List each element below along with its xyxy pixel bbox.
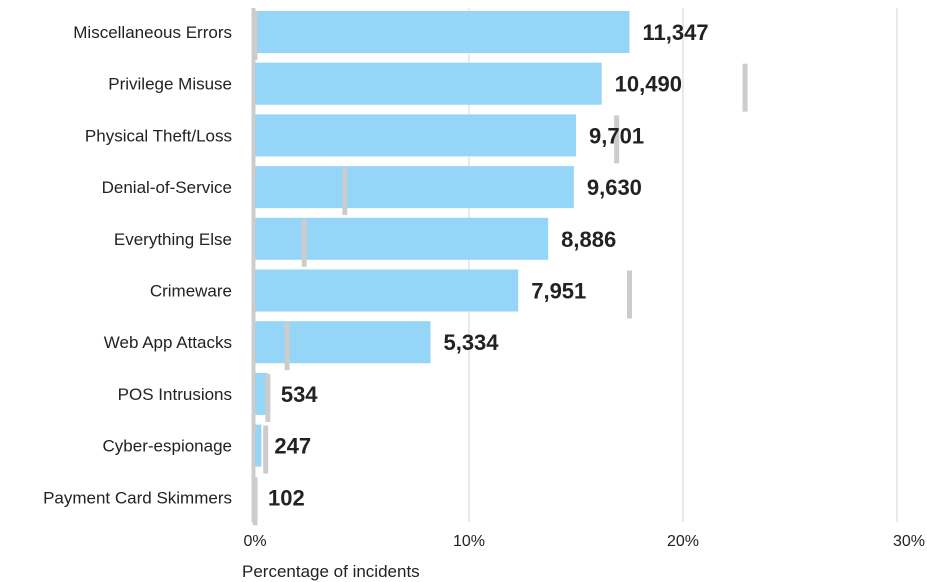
category-label: Payment Card Skimmers xyxy=(43,488,232,507)
marker-tick xyxy=(265,373,271,422)
category-label: Physical Theft/Loss xyxy=(85,126,232,145)
category-label: POS Intrusions xyxy=(118,385,232,404)
marker-tick xyxy=(742,63,748,112)
bar xyxy=(255,62,602,105)
x-tick-labels: 0% 10% 20% 30% xyxy=(243,533,925,550)
value-label: 247 xyxy=(274,434,311,459)
marker-ticks xyxy=(251,8,748,526)
x-tick-label: 20% xyxy=(667,533,699,550)
value-label: 534 xyxy=(281,382,318,407)
value-label: 9,701 xyxy=(589,123,644,148)
zero-baseline xyxy=(251,8,256,522)
value-label: 102 xyxy=(268,485,305,510)
bar xyxy=(255,217,549,260)
bar xyxy=(255,114,576,157)
value-label: 8,886 xyxy=(561,227,616,252)
value-labels: 11,347 10,490 9,701 9,630 8,886 7,951 5,334 534… xyxy=(268,20,709,510)
bar xyxy=(255,321,431,364)
bar xyxy=(255,11,630,53)
category-labels: Miscellaneous Errors Privilege Misuse Phys… xyxy=(43,23,232,507)
bars xyxy=(255,11,630,467)
value-label: 5,334 xyxy=(443,330,499,355)
category-label: Cyber-espionage xyxy=(103,437,232,456)
marker-tick xyxy=(301,218,307,267)
bar xyxy=(255,269,519,312)
category-label: Denial-of-Service xyxy=(102,178,232,197)
x-tick-label: 0% xyxy=(243,533,266,550)
category-label: Everything Else xyxy=(114,230,232,249)
bar xyxy=(255,372,268,415)
bar xyxy=(255,424,262,467)
value-label: 11,347 xyxy=(643,20,709,45)
marker-tick xyxy=(284,322,290,371)
value-label: 7,951 xyxy=(531,279,586,304)
marker-tick xyxy=(627,270,632,319)
category-label: Web App Attacks xyxy=(104,333,232,352)
marker-tick xyxy=(263,425,269,474)
value-label: 9,630 xyxy=(587,175,642,200)
category-label: Privilege Misuse xyxy=(108,75,232,94)
marker-tick xyxy=(614,115,620,164)
x-axis-title: Percentage of incidents xyxy=(242,562,420,581)
bar xyxy=(255,166,574,209)
category-label: Miscellaneous Errors xyxy=(73,23,232,42)
x-tick-label: 10% xyxy=(453,533,485,550)
x-tick-label: 30% xyxy=(893,533,925,550)
marker-tick xyxy=(342,167,348,216)
value-label: 10,490 xyxy=(615,72,682,97)
category-label: Crimeware xyxy=(150,282,232,301)
